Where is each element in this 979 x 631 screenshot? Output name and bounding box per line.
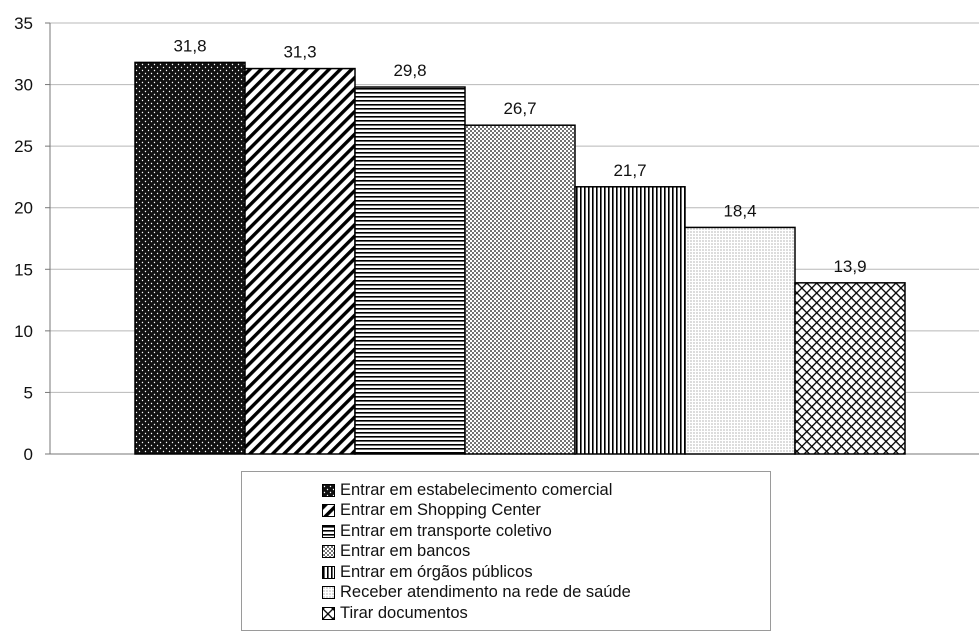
- y-tick-label: 25: [14, 137, 33, 156]
- legend-item: Entrar em estabelecimento comercial: [322, 480, 631, 501]
- bar-6: [684, 226, 796, 455]
- legend-item: Tirar documentos: [322, 603, 631, 624]
- y-tick-label: 0: [24, 445, 33, 464]
- bar-4: [464, 124, 576, 455]
- chart-canvas: 0 5 10 15 20 25 30 35 31,8 31,3 29,8 26,7 21,7 18,4 1…: [14, 14, 979, 464]
- legend-item: Entrar em Shopping Center: [322, 501, 631, 522]
- y-tick-label: 15: [14, 260, 33, 279]
- bar-3: [354, 86, 466, 455]
- data-label: 31,8: [173, 36, 206, 55]
- bar-5: [574, 186, 686, 455]
- legend-label: Receber atendimento na rede de saúde: [340, 583, 631, 602]
- legend-swatch: [322, 483, 335, 497]
- legend-swatch: [322, 565, 335, 579]
- data-label: 29,8: [393, 61, 426, 80]
- bar-7: [794, 282, 906, 455]
- legend-item: Entrar em transporte coletivo: [322, 521, 631, 542]
- legend-swatch: [322, 545, 335, 559]
- y-tick-label: 10: [14, 322, 33, 341]
- y-tick-label: 5: [24, 383, 33, 402]
- legend-label: Tirar documentos: [340, 603, 468, 622]
- data-label: 18,4: [723, 201, 756, 220]
- y-tick-label: 30: [14, 76, 33, 95]
- data-label: 13,9: [833, 257, 866, 276]
- bars: [134, 61, 906, 455]
- legend-swatch: [322, 524, 335, 538]
- bar-2: [244, 67, 356, 455]
- y-tick-label: 20: [14, 199, 33, 218]
- legend-item: Entrar em bancos: [322, 542, 631, 563]
- legend-label: Entrar em transporte coletivo: [340, 521, 552, 540]
- legend-swatch: [322, 504, 335, 518]
- legend-list: Entrar em estabelecimento comercial Entra…: [322, 480, 631, 624]
- data-label: 21,7: [613, 161, 646, 180]
- y-tick-label: 35: [14, 14, 33, 33]
- legend-item: Entrar em órgãos públicos: [322, 562, 631, 583]
- legend-label: Entrar em estabelecimento comercial: [340, 480, 613, 499]
- data-label: 26,7: [503, 99, 536, 118]
- legend-swatch: [322, 586, 335, 600]
- legend-label: Entrar em órgãos públicos: [340, 562, 533, 581]
- legend: Entrar em estabelecimento comercial Entra…: [241, 471, 771, 631]
- legend-item: Receber atendimento na rede de saúde: [322, 583, 631, 604]
- legend-label: Entrar em bancos: [340, 542, 471, 561]
- bar-1: [134, 61, 246, 455]
- data-labels: 31,8 31,3 29,8 26,7 21,7 18,4 13,9: [173, 36, 866, 275]
- y-axis: 0 5 10 15 20 25 30 35: [14, 14, 979, 464]
- data-label: 31,3: [283, 43, 316, 62]
- legend-swatch: [322, 606, 335, 620]
- legend-label: Entrar em Shopping Center: [340, 501, 541, 520]
